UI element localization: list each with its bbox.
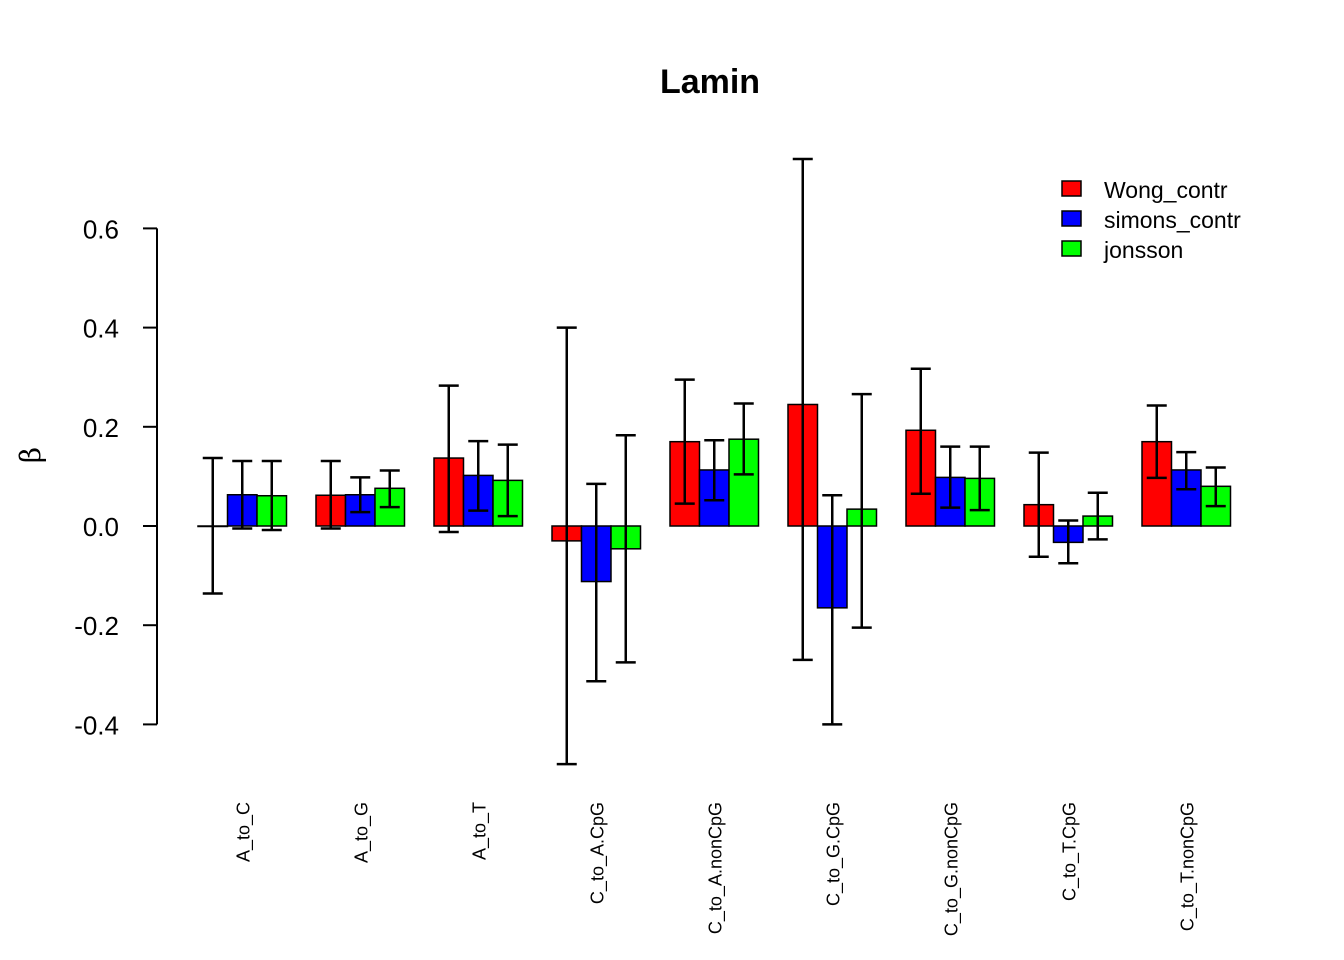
y-tick-label: 0.4 bbox=[83, 314, 119, 344]
x-tick-label: C_to_T.nonCpG bbox=[1177, 802, 1198, 931]
x-tick-label: C_to_G.CpG bbox=[823, 802, 844, 906]
y-tick-label: 0.6 bbox=[83, 214, 119, 244]
y-axis-label: β bbox=[14, 447, 47, 463]
y-tick-label: -0.2 bbox=[74, 611, 119, 641]
x-tick-label: C_to_T.CpG bbox=[1059, 802, 1080, 901]
x-tick-label: A_to_T bbox=[469, 802, 490, 860]
legend-label: Wong_contr bbox=[1104, 177, 1228, 203]
x-tick-label: C_to_G.nonCpG bbox=[941, 802, 962, 936]
legend-swatch bbox=[1061, 180, 1082, 197]
y-tick-label: 0.2 bbox=[83, 413, 119, 443]
x-tick-label: A_to_G bbox=[351, 802, 372, 863]
legend-swatch bbox=[1061, 240, 1082, 257]
x-axis-labels: A_to_C A_to_G A_to_T C_to_A.CpG C_to_A.nonCp… bbox=[233, 802, 1198, 936]
x-tick-label: C_to_A.nonCpG bbox=[705, 802, 726, 934]
y-axis: -0.4 -0.2 0.0 0.2 0.4 0.6 bbox=[74, 214, 158, 740]
x-tick-label: C_to_A.CpG bbox=[587, 802, 608, 904]
legend-swatch bbox=[1061, 210, 1082, 227]
y-tick-label: 0.0 bbox=[83, 512, 119, 542]
x-tick-label: A_to_C bbox=[233, 802, 254, 862]
error-bars-group bbox=[202, 157, 1226, 766]
bars-group bbox=[197, 403, 1232, 609]
y-tick-label: -0.4 bbox=[74, 710, 119, 740]
legend-label: simons_contr bbox=[1104, 207, 1241, 233]
legend-label: jonsson bbox=[1103, 237, 1183, 263]
chart-title: Lamin bbox=[660, 63, 760, 101]
